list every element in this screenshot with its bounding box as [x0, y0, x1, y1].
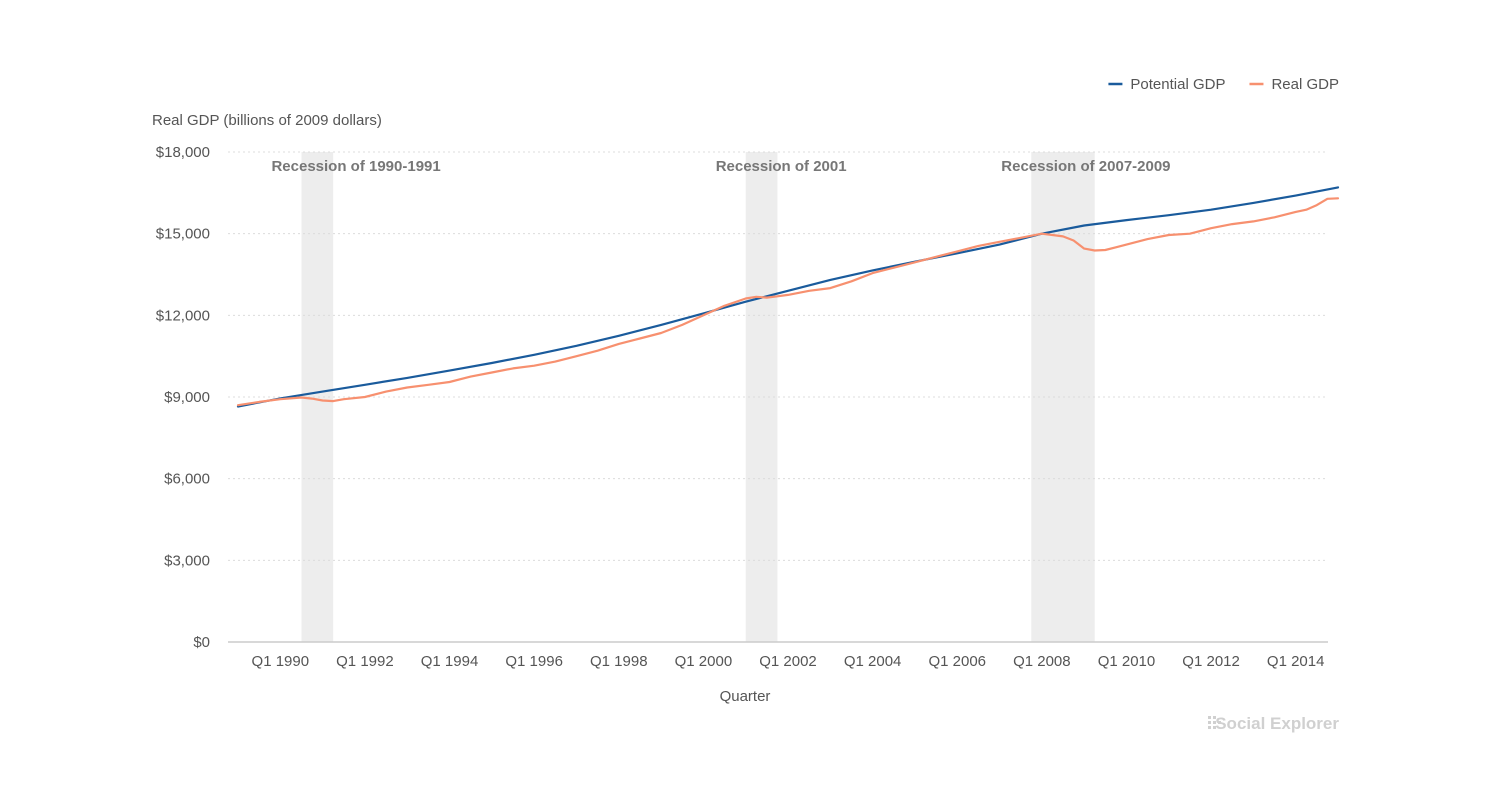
y-tick-label: $6,000	[164, 471, 210, 488]
x-tick-label: Q1 2002	[759, 653, 817, 670]
legend: Real GDP Potential GDP	[1108, 76, 1339, 93]
grid	[228, 151, 1328, 561]
x-tick-label: Q1 1992	[336, 653, 394, 670]
recession-labels: Recession of 1990-1991 Recession of 2001 R…	[271, 158, 1170, 175]
x-tick-label: Q1 2014	[1267, 653, 1325, 670]
recession-label: Recession of 1990-1991	[271, 158, 440, 175]
y-axis-title: Real GDP (billions of 2009 dollars)	[152, 112, 382, 129]
x-tick-label: Q1 1998	[590, 653, 648, 670]
x-axis-ticks: Q1 1990 Q1 1992 Q1 1994 Q1 1996 Q1 1998 Q1 20…	[252, 653, 1325, 670]
x-tick-label: Q1 2004	[844, 653, 902, 670]
x-tick-label: Q1 1994	[421, 653, 479, 670]
x-axis-title: Quarter	[720, 688, 771, 705]
recession-label: Recession of 2001	[716, 158, 847, 175]
y-tick-label: $12,000	[156, 307, 210, 324]
recession-band	[745, 152, 778, 642]
recession-label: Recession of 2007-2009	[1001, 158, 1170, 175]
series	[236, 186, 1340, 408]
x-tick-label: Q1 2010	[1098, 653, 1156, 670]
legend-label: Potential GDP	[1130, 76, 1225, 93]
y-tick-label: $15,000	[156, 226, 210, 243]
x-tick-label: Q1 2006	[928, 653, 986, 670]
y-tick-label: $0	[193, 634, 210, 651]
x-tick-label: Q1 1996	[505, 653, 563, 670]
legend-label: Real GDP	[1271, 76, 1339, 93]
y-tick-label: $3,000	[164, 552, 210, 569]
brand-dots-icon	[1208, 716, 1221, 729]
brand-name: Social Explorer	[1215, 714, 1339, 733]
y-tick-label: $9,000	[164, 389, 210, 406]
x-tick-label: Q1 2008	[1013, 653, 1071, 670]
brand-logo: Social Explorer	[1208, 714, 1339, 733]
series-line-potential-gdp	[236, 186, 1340, 408]
x-tick-label: Q1 1990	[252, 653, 310, 670]
y-tick-label: $18,000	[156, 144, 210, 161]
y-axis-ticks: $0 $3,000 $6,000 $9,000 $12,000 $15,000 $18,00…	[156, 144, 210, 651]
series-line-real-gdp	[236, 197, 1340, 407]
x-tick-label: Q1 2000	[675, 653, 733, 670]
x-tick-label: Q1 2012	[1182, 653, 1240, 670]
